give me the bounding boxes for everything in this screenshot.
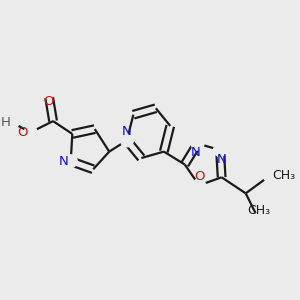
Text: N: N xyxy=(122,125,132,138)
Text: O: O xyxy=(17,126,28,139)
Text: N: N xyxy=(191,146,201,159)
Text: CH₃: CH₃ xyxy=(272,169,296,182)
Text: O: O xyxy=(194,170,204,183)
Circle shape xyxy=(193,179,206,192)
Text: H: H xyxy=(1,116,11,129)
Circle shape xyxy=(64,155,77,168)
Circle shape xyxy=(252,213,265,226)
Circle shape xyxy=(121,134,133,147)
Text: N: N xyxy=(217,153,226,166)
Circle shape xyxy=(24,126,37,139)
Text: N: N xyxy=(58,155,68,168)
Circle shape xyxy=(263,169,276,182)
Circle shape xyxy=(214,144,226,156)
Circle shape xyxy=(42,86,55,99)
Circle shape xyxy=(6,116,19,129)
Circle shape xyxy=(191,137,204,150)
Text: CH₃: CH₃ xyxy=(247,204,270,217)
Text: O: O xyxy=(43,95,53,108)
